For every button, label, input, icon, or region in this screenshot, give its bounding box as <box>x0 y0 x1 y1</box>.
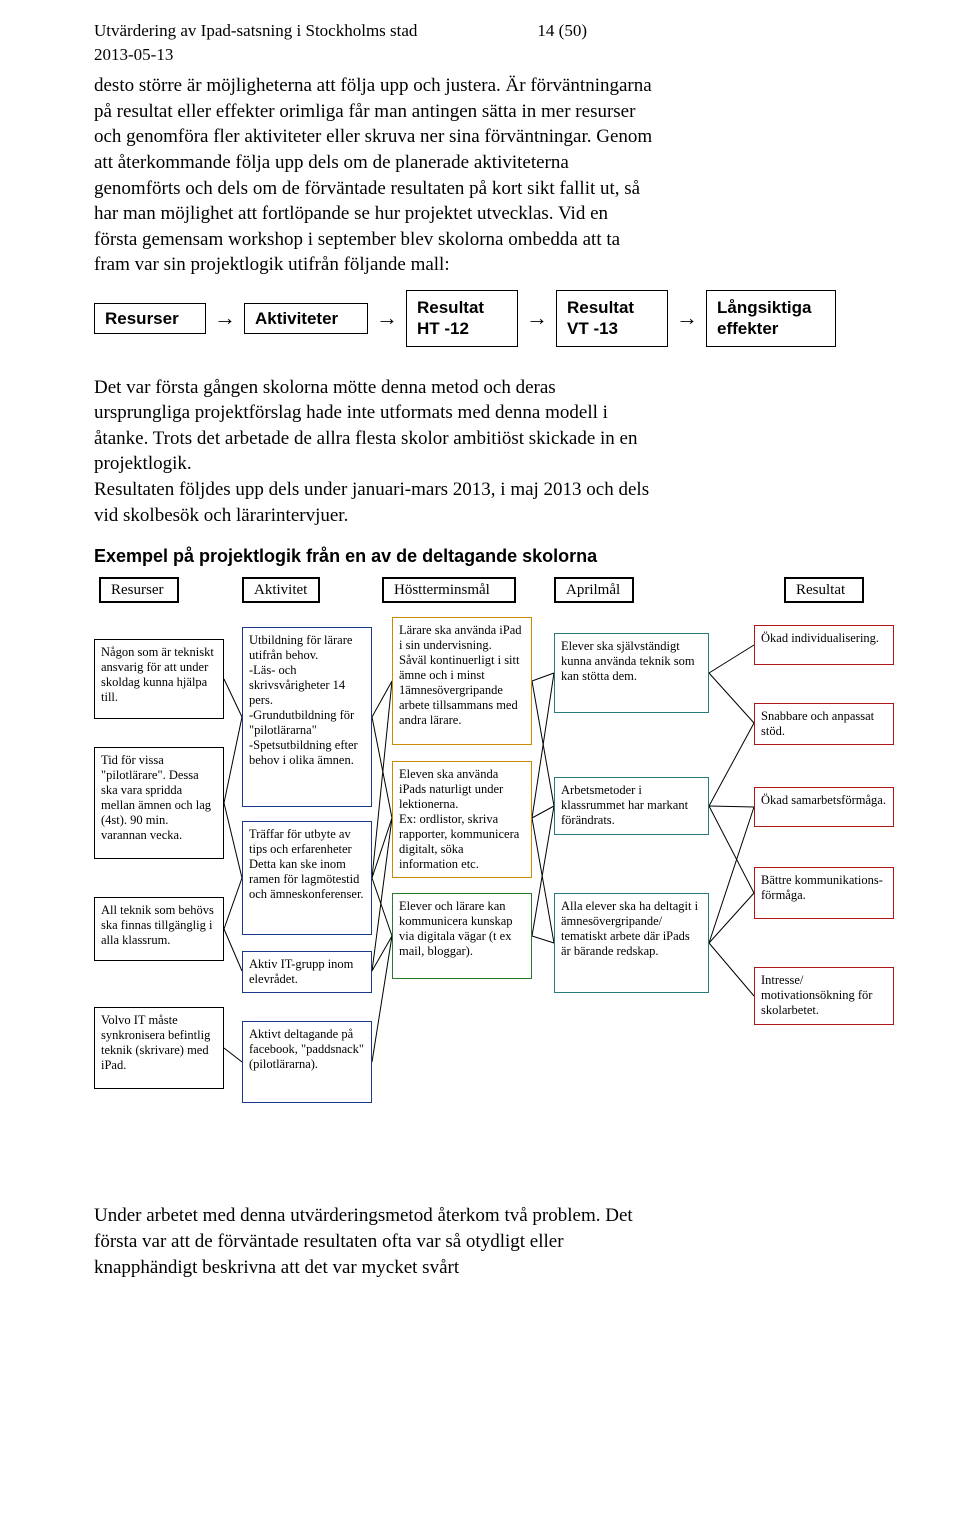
header-date: 2013-05-13 <box>94 45 900 65</box>
diagram-box: All teknik som behövs ska finnas tillgän… <box>94 897 224 961</box>
header-line: Utvärdering av Ipad-satsning i Stockholm… <box>94 20 900 43</box>
flow-label: Resultat <box>417 297 507 318</box>
flow-label: Aktiviteter <box>255 308 357 329</box>
flow-label: Långsiktiga <box>717 297 825 318</box>
diagram-column-header: Aktivitet <box>242 577 320 603</box>
diagram-box: Träffar för utbyte av tips och erfarenhe… <box>242 821 372 935</box>
diagram-box: Elever och lärare kan kommunicera kunska… <box>392 893 532 979</box>
diagram-box: Ökad individualisering. <box>754 625 894 665</box>
diagram-column-header: Höstterminsmål <box>382 577 516 603</box>
flow-box-langsiktiga: Långsiktiga effekter <box>706 290 836 347</box>
diagram-box: Alla elever ska ha deltagit i ämnesöverg… <box>554 893 709 993</box>
paragraph-2: Det var första gången skolorna mötte den… <box>94 375 654 529</box>
diagram-box: Lärare ska använda iPad i sin undervisni… <box>392 617 532 745</box>
diagram-box: Utbildning för lärare utifrån behov. -Lä… <box>242 627 372 807</box>
arrow-icon: → <box>372 305 402 331</box>
diagram-box: Volvo IT måste synkronisera befintlig te… <box>94 1007 224 1089</box>
flow-label: Resultat <box>567 297 657 318</box>
diagram-column-header: Resurser <box>99 577 179 603</box>
diagram-box: Aktivt deltagande på facebook, "paddsnac… <box>242 1021 372 1103</box>
section-heading: Exempel på projektlogik från en av de de… <box>94 546 900 567</box>
diagram-column-header: Resultat <box>784 577 864 603</box>
diagram-box: Eleven ska använda iPads naturligt under… <box>392 761 532 878</box>
project-logic-diagram: Resurser Aktivitet Höstterminsmål Aprilmål R… <box>94 577 900 1173</box>
diagram-box: Någon som är tekniskt ansvarig för att u… <box>94 639 224 719</box>
diagram-box: Bättre kommunikations-förmåga. <box>754 867 894 919</box>
flow-label: HT -12 <box>417 318 507 339</box>
flow-label: VT -13 <box>567 318 657 339</box>
diagram-box: Tid för vissa "pilotlärare". Dessa ska v… <box>94 747 224 859</box>
arrow-icon: → <box>672 305 702 331</box>
flow-label: effekter <box>717 318 825 339</box>
arrow-icon: → <box>210 305 240 331</box>
flow-label: Resurser <box>105 308 195 329</box>
flow-box-resultat-vt13: Resultat VT -13 <box>556 290 668 347</box>
flow-box-resurser: Resurser <box>94 303 206 334</box>
diagram-box: Snabbare och anpassat stöd. <box>754 703 894 745</box>
flow-diagram-row: Resurser → Aktiviteter → Resultat HT -12… <box>94 290 900 347</box>
diagram-box: Arbetsmetoder i klassrummet har markant … <box>554 777 709 835</box>
diagram-column-header: Aprilmål <box>554 577 634 603</box>
diagram-box: Aktiv IT-grupp inom elevrådet. <box>242 951 372 993</box>
diagram-box: Intresse/ motivationsökning för skolarbe… <box>754 967 894 1025</box>
diagram-box: Ökad samarbetsförmåga. <box>754 787 894 827</box>
flow-box-resultat-ht12: Resultat HT -12 <box>406 290 518 347</box>
header-page-number: 14 (50) <box>537 20 587 43</box>
flow-box-aktiviteter: Aktiviteter <box>244 303 368 334</box>
paragraph-1: desto större är möjligheterna att följa … <box>94 73 654 278</box>
paragraph-3: Under arbetet med denna utvärderingsmeto… <box>94 1203 654 1280</box>
document-page: Utvärdering av Ipad-satsning i Stockholm… <box>0 0 960 1332</box>
arrow-icon: → <box>522 305 552 331</box>
header-title: Utvärdering av Ipad-satsning i Stockholm… <box>94 20 417 43</box>
diagram-box: Elever ska självständigt kunna använda t… <box>554 633 709 713</box>
